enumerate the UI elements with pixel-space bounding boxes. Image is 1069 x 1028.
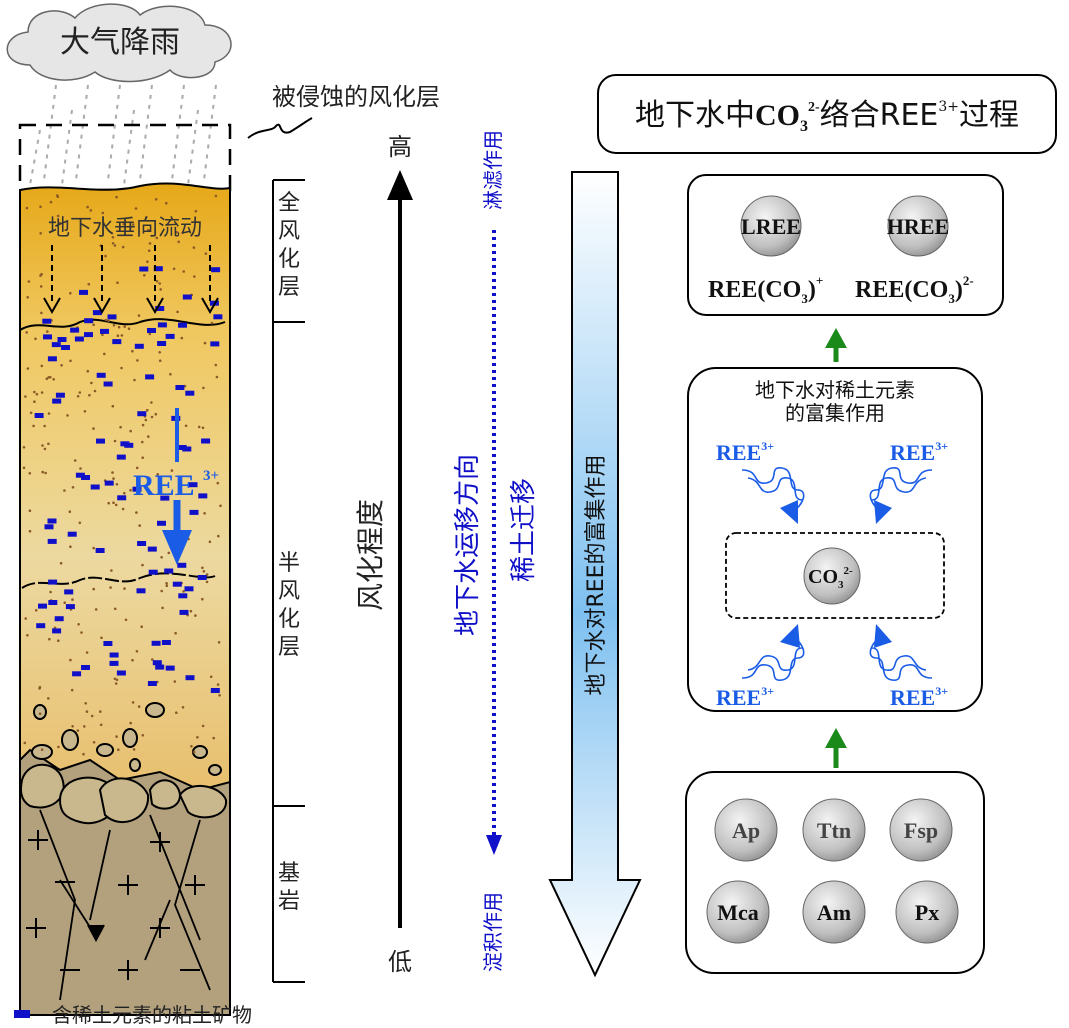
rain-drops xyxy=(29,84,217,186)
hree-ball xyxy=(887,195,949,257)
ree-ion-top-right: REE3+ xyxy=(890,439,948,465)
ree-ion-bottom-right: REE3+ xyxy=(890,684,948,710)
vertical-flow-arrows xyxy=(51,245,211,305)
process-title-part-c: 络合REE xyxy=(820,98,939,133)
clay-minerals xyxy=(34,266,223,693)
enrichment-box: 地下水对稀土元素 的富集作用 CO32- REE3+ REE3+ REE3+ R… xyxy=(687,367,983,712)
soil-profile xyxy=(19,182,231,1016)
zone-bedrock: 基岩 xyxy=(278,861,300,914)
migration-direction-label: 地下水运移方向 xyxy=(453,454,483,636)
ree-migration-in-soil: REE 3+ xyxy=(133,408,219,565)
ree-label: REE xyxy=(133,469,195,502)
legend-label: 含稀土元素的粘土矿物 xyxy=(52,1003,252,1027)
process-title-box: 地下水中CO32-络合REE3+过程 xyxy=(597,74,1057,154)
ree-superscript: 3+ xyxy=(203,468,219,484)
eroded-layer-label: 被侵蚀的风化层 xyxy=(272,83,440,111)
ree-migration-label: 稀土迁移 xyxy=(509,478,539,582)
rain-cloud-label: 大气降雨 xyxy=(60,25,180,60)
mineral-label-fsp: Fsp xyxy=(904,818,938,843)
rain-cloud: 大气降雨 xyxy=(6,3,232,83)
mineral-ball-px xyxy=(895,880,959,944)
mineral-label-px: Px xyxy=(915,900,939,925)
groundwater-migration: 淋滤作用 淀积作用 地下水运移方向 稀土迁移 xyxy=(453,130,539,972)
carbonate-label: CO32- xyxy=(808,565,853,591)
hree-complex: REE(CO3)2- xyxy=(855,273,974,306)
degree-low-label: 低 xyxy=(388,948,412,976)
mineral-label-ttn: Ttn xyxy=(817,818,851,843)
mineral-ball-ap xyxy=(714,798,778,862)
process-title-co: CO xyxy=(755,99,800,132)
mineral-ball-am xyxy=(802,880,866,944)
mineral-ball-mca xyxy=(706,880,770,944)
process-title: 地下水中CO32-络合REE3+过程 xyxy=(635,98,1019,135)
carbonate-zone xyxy=(725,532,945,619)
process-title-part-a: 地下水中 xyxy=(635,98,755,133)
green-arrows xyxy=(825,328,847,768)
mineral-label-mca: Mca xyxy=(717,900,759,925)
zone-semi-weathered: 半风化层 xyxy=(278,551,300,660)
carbonate-ball xyxy=(803,547,861,605)
legend-swatch xyxy=(14,1010,30,1018)
weathering-degree-axis: 高 低 风化程度 xyxy=(354,133,413,976)
hree-label: HREE xyxy=(887,214,949,239)
lree-complex: REE(CO3)+ xyxy=(708,273,823,306)
mineral-label-am: Am xyxy=(817,900,851,925)
lree-label: LREE xyxy=(741,214,801,239)
leaching-label: 淋滤作用 xyxy=(481,130,505,210)
legend: 含稀土元素的粘土矿物 xyxy=(14,1003,252,1027)
ree-complex-box: LREE HREE REE(CO3)+ REE(CO3)2- xyxy=(687,174,1004,316)
vertical-flow-label: 地下水垂向流动 xyxy=(48,216,202,241)
mineral-box: Ap Ttn Fsp Mca Am Px xyxy=(685,771,985,974)
process-title-sub: 3 xyxy=(800,118,808,135)
enrichment-title-line1: 地下水对稀土元素 xyxy=(755,378,915,402)
process-title-sup3: 3+ xyxy=(938,99,959,115)
ree-ion-top-left: REE3+ xyxy=(716,439,774,465)
mineral-ball-ttn xyxy=(802,798,866,862)
process-title-part-d: 过程 xyxy=(959,98,1019,133)
zone-fully-weathered: 全风化层 xyxy=(278,191,300,300)
degree-high-label: 高 xyxy=(388,133,412,161)
zone-bracket xyxy=(272,179,305,983)
soil-speckles xyxy=(22,194,222,756)
deposition-label: 淀积作用 xyxy=(481,892,505,972)
degree-label: 风化程度 xyxy=(354,499,387,611)
enrichment-title-line2: 的富集作用 xyxy=(785,401,885,425)
enrichment-label: 地下水对REE的富集作用 xyxy=(584,454,609,695)
enrichment-arrow: 地下水对REE的富集作用 xyxy=(548,171,642,978)
mineral-label-ap: Ap xyxy=(732,818,760,843)
mineral-ball-fsp xyxy=(889,798,953,862)
ree-ion-bottom-left: REE3+ xyxy=(716,684,774,710)
lree-ball xyxy=(740,195,802,257)
process-title-sup: 2- xyxy=(808,100,820,115)
